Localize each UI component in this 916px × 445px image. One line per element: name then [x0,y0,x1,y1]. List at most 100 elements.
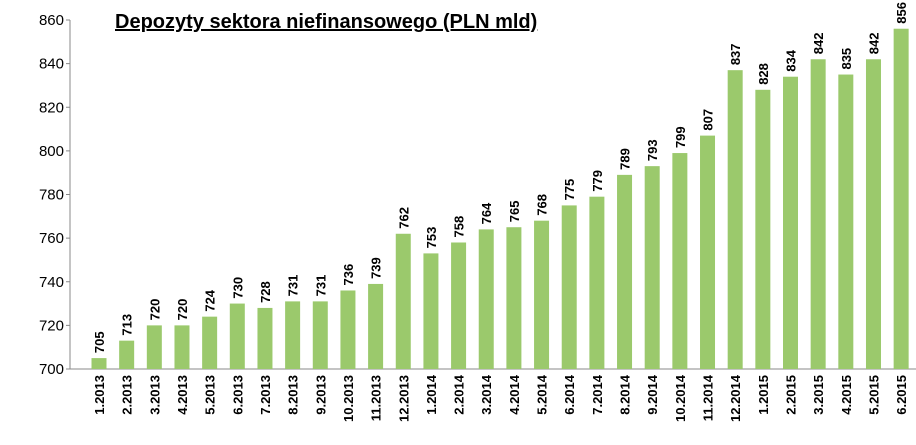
bar [368,283,384,369]
bar [285,301,301,369]
value-label: 731 [286,275,301,297]
x-tick-label: 6.2013 [230,375,245,415]
x-tick-label: 4.2013 [175,375,190,415]
value-label: 728 [258,281,273,303]
x-tick-label: 12.2013 [396,375,411,422]
y-tick-label: 700 [39,361,64,378]
x-tick-label: 11.2013 [369,375,384,421]
value-label: 834 [784,49,799,71]
x-tick-label: 7.2013 [258,375,273,415]
bar [589,196,605,369]
bar [561,205,577,369]
bar [810,59,826,369]
bar [423,253,439,369]
value-label: 768 [535,194,550,216]
value-label: 775 [562,179,577,201]
x-tick-label: 2.2015 [784,375,799,415]
chart-title: Depozyty sektora niefinansowego (PLN mld… [115,11,537,33]
y-tick-label: 740 [39,274,64,291]
value-label: 720 [175,299,190,321]
y-tick-label: 840 [39,56,64,73]
bar [534,220,550,369]
value-label: 724 [203,289,218,311]
bar [700,135,716,369]
bar [312,301,328,369]
x-tick-label: 6.2015 [894,375,909,415]
value-label: 720 [147,299,162,321]
x-tick-label: 5.2014 [535,374,550,415]
value-label: 765 [507,201,522,223]
bar [672,153,688,369]
value-label: 736 [341,264,356,286]
x-tick-label: 5.2015 [866,375,881,415]
bar [838,74,854,369]
x-tick-label: 3.2015 [811,375,826,415]
value-label: 837 [728,43,743,65]
bar [202,316,218,369]
value-label: 807 [701,109,716,131]
x-tick-label: 2.2014 [452,374,467,415]
bar [257,307,273,369]
x-tick-label: 5.2013 [203,375,218,415]
x-tick-label: 8.2013 [286,375,301,415]
bar [506,227,522,369]
value-label: 762 [396,207,411,229]
value-label: 779 [590,170,605,192]
x-tick-label: 10.2014 [673,374,688,422]
value-label: 842 [866,33,881,55]
y-tick-label: 800 [39,143,64,160]
bar [478,229,494,369]
value-label: 856 [894,2,909,24]
value-label: 842 [811,33,826,55]
x-tick-label: 10.2013 [341,375,356,422]
x-tick-label: 9.2014 [645,374,660,415]
x-tick-label: 1.2014 [424,374,439,415]
value-label: 799 [673,126,688,148]
y-tick-label: 760 [39,230,64,247]
y-tick-label: 720 [39,317,64,334]
value-label: 753 [424,227,439,249]
bar [229,303,245,369]
x-tick-label: 11.2014 [701,374,716,421]
bar [893,28,909,369]
bar [727,70,743,369]
value-label: 789 [618,148,633,170]
bar [395,233,411,369]
bar [865,59,881,369]
x-tick-label: 2.2013 [120,375,135,415]
value-label: 731 [313,275,328,297]
x-tick-label: 3.2014 [479,374,494,415]
x-tick-label: 9.2013 [313,375,328,415]
value-label: 758 [452,216,467,238]
x-tick-label: 8.2014 [618,374,633,415]
bar [644,166,660,369]
x-tick-label: 1.2015 [756,375,771,415]
bar [174,325,190,369]
bar [755,89,771,370]
value-label: 764 [479,202,494,224]
value-label: 835 [839,48,854,70]
x-tick-label: 7.2014 [590,374,605,415]
x-tick-label: 1.2013 [92,375,107,415]
y-tick-label: 780 [39,187,64,204]
bar [146,325,162,369]
x-tick-label: 6.2014 [562,374,577,415]
value-label: 713 [120,314,135,336]
value-label: 793 [645,139,660,161]
bar [119,340,135,369]
value-label: 828 [756,63,771,85]
x-tick-label: 3.2013 [147,375,162,415]
y-tick-label: 860 [39,12,64,29]
value-label: 730 [230,277,245,299]
bar [91,358,107,369]
x-tick-label: 12.2014 [728,374,743,422]
y-tick-label: 820 [39,99,64,116]
value-label: 705 [92,331,107,353]
bar [340,290,356,369]
value-label: 739 [369,257,384,279]
x-tick-label: 4.2015 [839,375,854,415]
bar [617,174,633,369]
x-tick-label: 4.2014 [507,374,522,415]
bar [451,242,467,369]
